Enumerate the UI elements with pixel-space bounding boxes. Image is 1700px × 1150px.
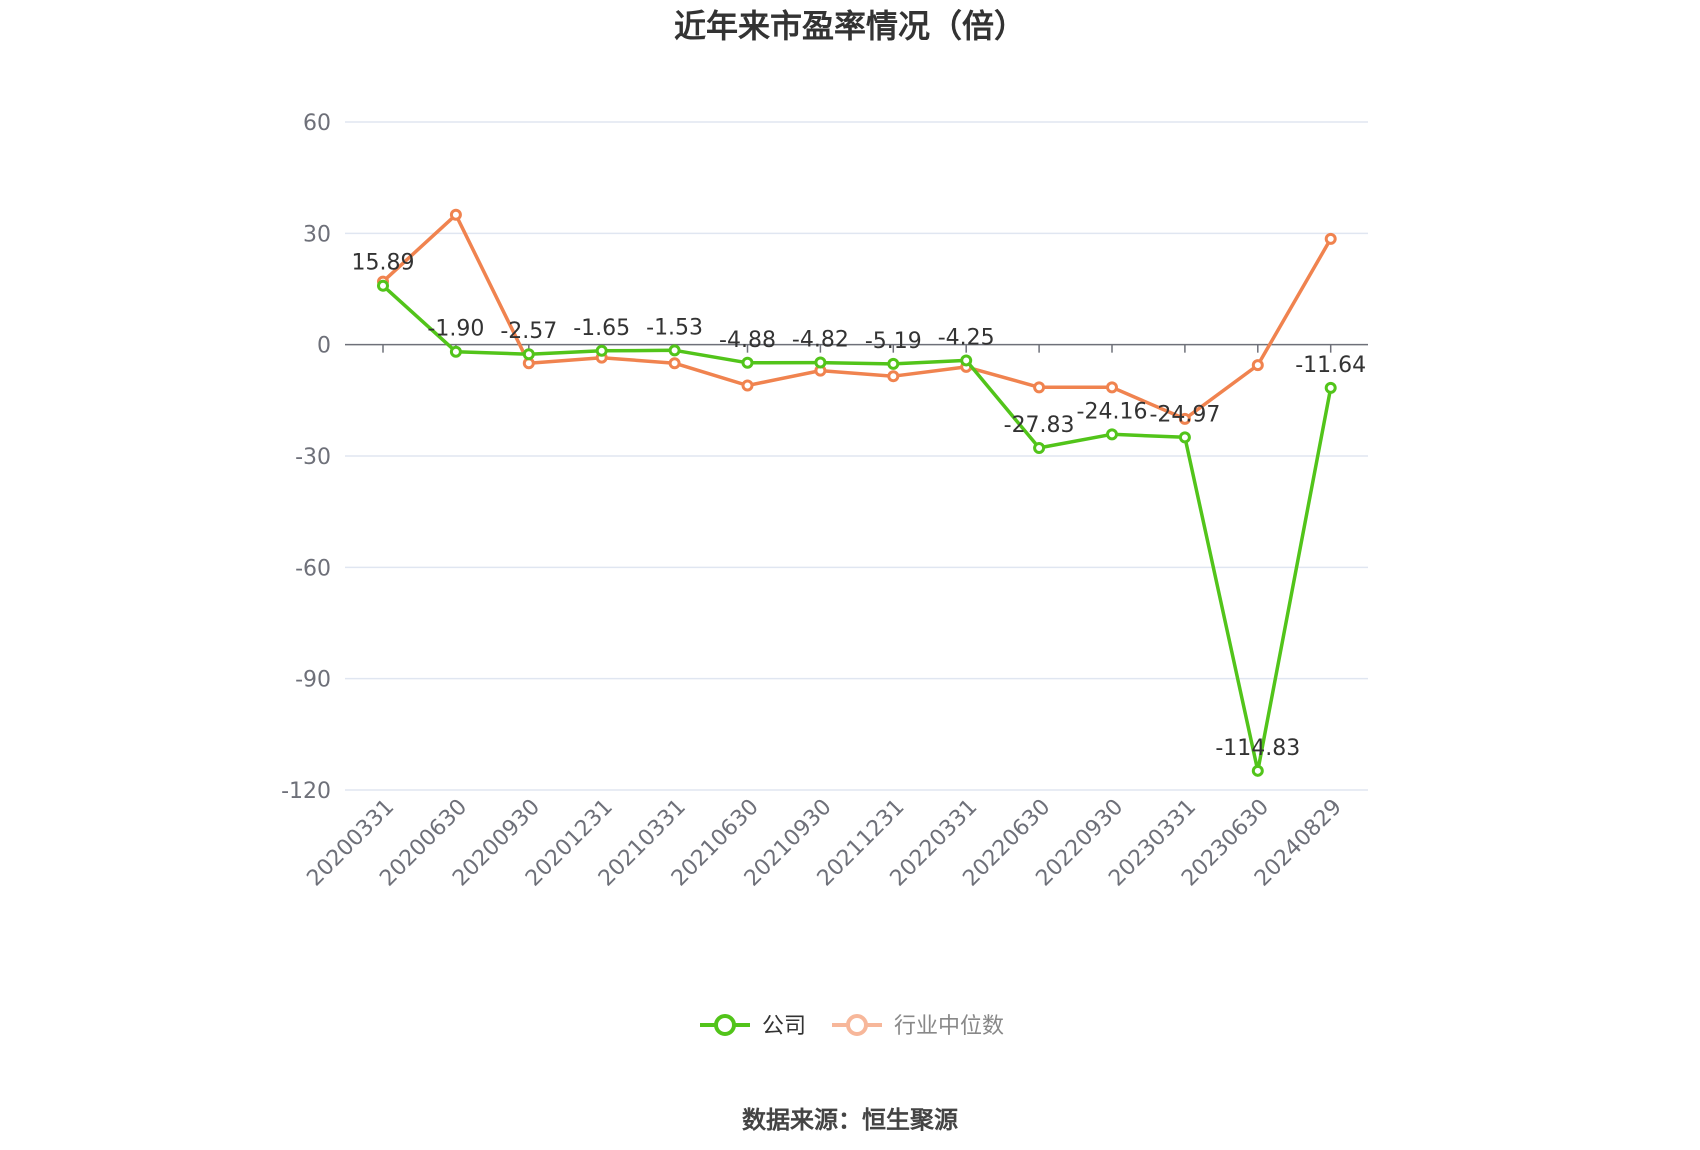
data-label: -2.57: [500, 319, 557, 344]
data-label: -114.83: [1215, 736, 1300, 761]
data-point[interactable]: [668, 344, 681, 357]
data-label: -5.19: [865, 329, 922, 354]
legend-company-label[interactable]: 公司: [762, 1014, 806, 1039]
y-axis: 60 30 0 -30 -60 -90 -120: [281, 111, 331, 804]
data-label: -24.97: [1149, 402, 1220, 427]
data-point[interactable]: [1106, 381, 1118, 394]
y-tick-label: -120: [281, 779, 331, 804]
data-label: -4.88: [719, 328, 776, 353]
data-label: -4.82: [792, 328, 849, 353]
data-point[interactable]: [741, 379, 754, 392]
grid-lines: [345, 121, 1368, 791]
data-label: -1.53: [646, 315, 703, 340]
y-tick-label: -90: [295, 668, 331, 693]
y-tick-label: 0: [317, 334, 331, 359]
y-tick-label: -30: [295, 445, 331, 470]
y-tick-label: 60: [303, 111, 331, 136]
data-labels: 15.89 -1.90 -2.57 -1.65 -1.53 -4.88 -4.82 -5.19…: [352, 251, 1367, 761]
data-point[interactable]: [1178, 431, 1191, 444]
data-point[interactable]: [960, 354, 973, 367]
data-point[interactable]: [668, 357, 681, 370]
y-tick-label: 30: [303, 222, 331, 247]
data-source: 数据来源：恒生聚源: [742, 1106, 958, 1134]
data-point[interactable]: [522, 348, 535, 361]
data-label: -1.90: [427, 317, 484, 342]
legend-company-marker[interactable]: [714, 1014, 736, 1036]
data-point[interactable]: [1251, 359, 1264, 372]
data-point[interactable]: [1324, 232, 1337, 245]
data-point[interactable]: [449, 208, 462, 221]
data-point[interactable]: [1178, 412, 1191, 425]
data-point[interactable]: [1106, 428, 1118, 441]
data-label: -11.64: [1295, 353, 1366, 378]
data-label: -24.16: [1077, 399, 1148, 424]
data-point[interactable]: [449, 345, 462, 358]
data-label: 15.89: [352, 251, 415, 276]
series-line-1: [381, 213, 1333, 421]
legend-industry-marker[interactable]: [846, 1014, 868, 1036]
legend: 公司 行业中位数: [700, 1014, 1004, 1039]
data-label: -4.25: [938, 325, 995, 350]
data-point[interactable]: [1324, 381, 1337, 394]
data-point[interactable]: [1033, 441, 1046, 454]
series-group: [377, 208, 1337, 777]
data-point[interactable]: [887, 370, 900, 383]
data-point[interactable]: [887, 357, 900, 370]
y-tick-label: -60: [295, 556, 331, 581]
data-point[interactable]: [741, 356, 754, 369]
data-label: -27.83: [1004, 413, 1075, 438]
data-point[interactable]: [814, 356, 827, 369]
chart-title: 近年来市盈率情况（倍）: [674, 7, 1026, 45]
data-point[interactable]: [1033, 381, 1046, 394]
data-point[interactable]: [1251, 764, 1264, 777]
data-point[interactable]: [377, 279, 389, 292]
data-point[interactable]: [595, 344, 608, 357]
series-line-0: [381, 284, 1333, 773]
legend-industry-label[interactable]: 行业中位数: [894, 1014, 1004, 1039]
data-label: -1.65: [573, 316, 630, 341]
